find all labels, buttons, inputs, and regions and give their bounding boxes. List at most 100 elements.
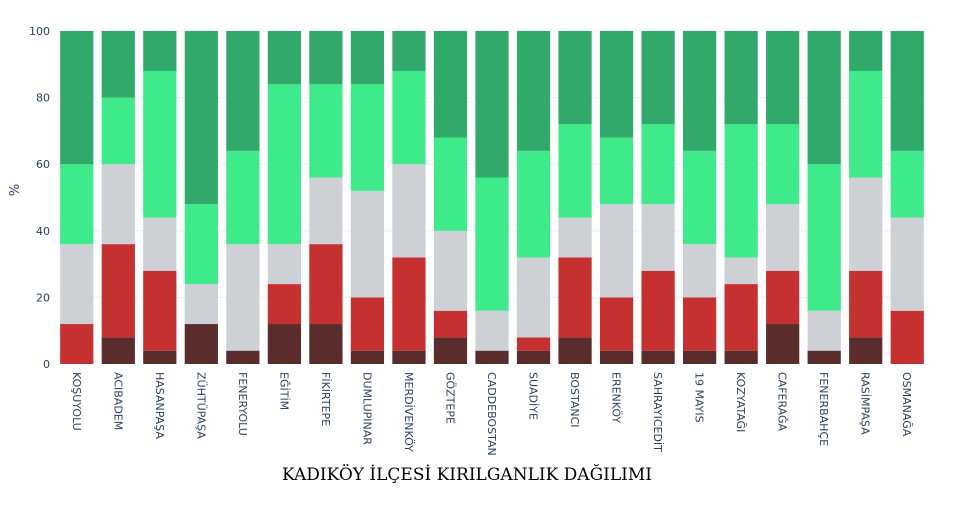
y-tick-label: 80: [36, 92, 50, 105]
bar-segment: [641, 204, 675, 271]
x-tick-label: KOZYATAĞI: [734, 372, 747, 432]
x-axis-title: KADIKÖY İLÇESİ KIRILGANLIK DAĞILIMI: [282, 464, 652, 485]
bar-segment: [350, 31, 385, 85]
bar-segment: [766, 204, 800, 271]
bar-segment: [516, 337, 551, 351]
bar-segment: [807, 350, 841, 364]
bar-segment: [60, 244, 94, 325]
bar-segment: [724, 350, 758, 364]
bar-segment: [807, 31, 841, 165]
bar-segment: [890, 150, 924, 218]
bar-segment: [766, 270, 800, 325]
x-tick-label: BOSTANCI: [568, 372, 581, 428]
bar-segment: [516, 31, 551, 151]
bar-segment: [350, 297, 385, 351]
x-tick-label: ACIBADEM: [111, 372, 124, 430]
bar-segment: [101, 97, 135, 165]
bar-segment: [267, 84, 301, 245]
bar-segment: [143, 31, 177, 71]
y-tick-label: 40: [36, 225, 50, 238]
bar-segment: [309, 244, 343, 325]
bar-segment: [849, 70, 883, 178]
bar-segment: [683, 297, 717, 351]
bar-segment: [724, 31, 758, 125]
bar-segment: [226, 31, 260, 151]
bar-segment: [599, 297, 634, 351]
x-tick-label: MERDİVENKÖY: [402, 372, 415, 452]
bar-segment: [558, 217, 592, 258]
bar-segment: [766, 124, 800, 205]
bar-segment: [101, 164, 135, 245]
bar-segment: [60, 324, 94, 364]
x-tick-label: FENERBAHÇE: [817, 372, 830, 446]
bar-segment: [766, 324, 800, 364]
bar-segment: [143, 350, 177, 364]
bar-segment: [890, 310, 924, 364]
bar-segment: [683, 150, 717, 245]
bar-segment: [599, 350, 634, 364]
bar-segment: [558, 257, 592, 338]
bar-segment: [766, 31, 800, 125]
bar-segment: [60, 31, 94, 165]
bar-segment: [101, 244, 135, 338]
x-tick-label: KOŞUYOLU: [70, 372, 83, 431]
y-axis-ticks: 0 20 40 60 80 100: [29, 25, 50, 371]
bar-segment: [724, 257, 758, 285]
x-tick-label: FİKİRTEPE: [319, 372, 332, 426]
bar-segment: [683, 244, 717, 298]
bar-segment: [101, 337, 135, 364]
bar-segment: [516, 150, 551, 258]
bar-segment: [267, 244, 301, 285]
y-axis-label: %: [8, 184, 23, 196]
bar-segment: [350, 190, 385, 298]
bar-segment: [641, 350, 675, 364]
bar-segment: [599, 137, 634, 205]
x-tick-label: ZÜHTÜPAŞA: [194, 372, 207, 439]
bar-segment: [267, 31, 301, 85]
bar-segment: [392, 350, 426, 364]
bar-segment: [433, 310, 468, 338]
bar-segment: [433, 137, 468, 231]
bar-segment: [849, 31, 883, 71]
bar-segment: [724, 124, 758, 258]
bar-segment: [683, 350, 717, 364]
x-tick-label: CAFERAĞA: [776, 372, 789, 432]
bar-segment: [475, 350, 509, 364]
x-tick-label: ERENKÖY: [610, 372, 623, 423]
bar-segment: [392, 164, 426, 258]
bar-segment: [641, 270, 675, 351]
bar-segment: [433, 31, 468, 138]
bar-segment: [516, 257, 551, 338]
bar-segment: [309, 84, 343, 178]
x-tick-label: SAHRAYICEDİT: [651, 372, 664, 452]
bar-segment: [558, 124, 592, 218]
bar-segment: [807, 164, 841, 311]
bar-segment: [184, 324, 218, 364]
bar-segment: [309, 177, 343, 245]
y-tick-label: 100: [29, 25, 50, 38]
x-tick-label: DUMLUPINAR: [360, 372, 373, 445]
bar-segment: [849, 177, 883, 271]
bar-segment: [641, 124, 675, 205]
x-tick-label: HASANPAŞA: [153, 372, 166, 439]
x-tick-label: 19 MAYIS: [693, 372, 706, 423]
bar-segment: [890, 31, 924, 151]
y-tick-label: 0: [43, 358, 50, 371]
x-tick-label: RASİMPAŞA: [859, 372, 872, 435]
bar-segment: [392, 31, 426, 71]
bar-segment: [516, 350, 551, 364]
bar-segment: [392, 257, 426, 351]
x-tick-label: FENERYOLU: [236, 372, 249, 436]
bar-segment: [60, 164, 94, 245]
bar-segment: [599, 204, 634, 298]
bar-segment: [226, 150, 260, 245]
bar-segment: [599, 31, 634, 138]
bar-segment: [350, 350, 385, 364]
x-axis-ticks: KOŞUYOLU ACIBADEM HASANPAŞA ZÜHTÜPAŞA FENERY…: [70, 372, 913, 456]
bar-segment: [143, 70, 177, 218]
bar-segment: [101, 31, 135, 98]
bar-segment: [807, 310, 841, 351]
bar-segment: [309, 324, 343, 364]
x-tick-label: GÖZTEPE: [443, 372, 456, 424]
